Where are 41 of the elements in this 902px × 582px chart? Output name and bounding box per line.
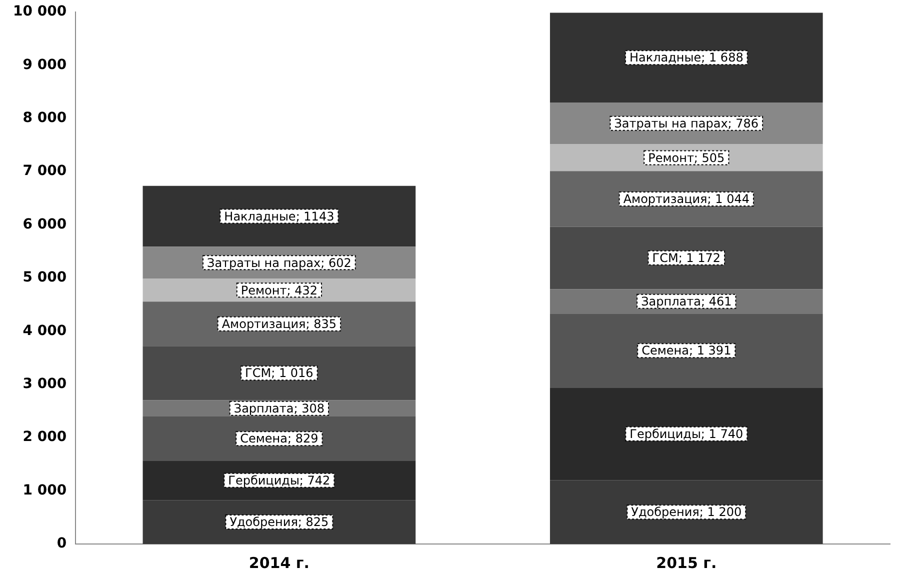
bar <box>550 480 823 544</box>
bar <box>550 314 823 388</box>
data-label: Ремонт; 505 <box>648 150 725 165</box>
y-tick-label: 2 000 <box>22 429 67 446</box>
data-label: Накладные; 1143 <box>224 209 334 224</box>
y-tick-label: 5 000 <box>22 270 67 286</box>
data-label: ГСМ; 1 172 <box>652 251 721 266</box>
data-label: Зарплата; 461 <box>641 294 732 308</box>
y-tick-label: 4 000 <box>22 322 67 339</box>
data-label: Накладные; 1 688 <box>629 50 744 65</box>
bar <box>142 416 416 461</box>
y-tick-label: 3 000 <box>22 376 67 392</box>
data-label: Затраты на парах; 602 <box>207 256 352 270</box>
y-tick-label: 10 000 <box>12 4 67 20</box>
y-tick-label: 1 000 <box>22 482 67 498</box>
data-label: Семена; 829 <box>240 432 318 446</box>
data-label: Семена; 1 391 <box>642 344 732 358</box>
data-label: Ремонт; 432 <box>240 283 318 298</box>
data-label: Удобрения; 1 200 <box>631 505 742 520</box>
data-label: Затраты на парах; 786 <box>614 116 759 131</box>
bar <box>550 12 823 102</box>
data-label: Зарплата; 308 <box>234 401 325 416</box>
x-tick-label: 2015 г. <box>656 554 717 572</box>
data-label: Гербициды; 742 <box>228 474 330 488</box>
data-label: Удобрения; 825 <box>230 515 329 530</box>
y-tick-label: 0 <box>56 536 67 552</box>
y-tick-label: 9 000 <box>22 56 67 73</box>
data-label: Амортизация; 1 044 <box>623 192 750 206</box>
data-label: Гербициды; 1 740 <box>630 427 744 441</box>
bar <box>550 388 823 480</box>
y-tick-label: 8 000 <box>22 110 67 126</box>
bar <box>142 186 416 247</box>
bar <box>550 226 823 290</box>
y-tick-label: 6 000 <box>22 216 67 232</box>
bar <box>142 346 416 400</box>
y-tick-label: 7 000 <box>22 163 67 180</box>
bar <box>550 171 823 227</box>
data-label: Амортизация; 835 <box>222 317 337 332</box>
data-label: ГСМ; 1 016 <box>245 366 314 380</box>
x-tick-label: 2014 г. <box>248 554 310 572</box>
bar <box>142 500 416 544</box>
